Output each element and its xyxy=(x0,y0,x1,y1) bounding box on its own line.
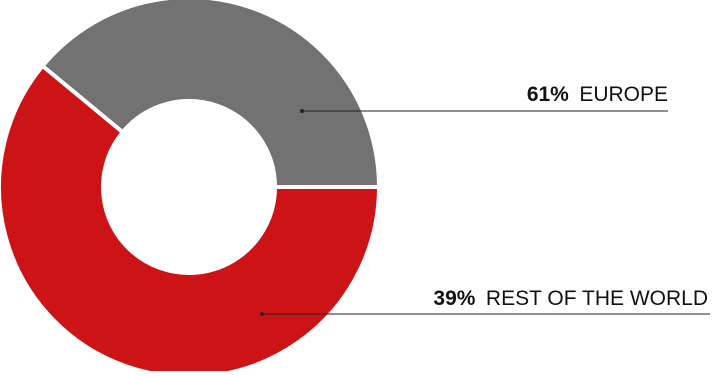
slice-name-rest-of-world: REST OF THE WORLD xyxy=(486,287,708,310)
slice-value-europe: 61% xyxy=(527,83,569,106)
slice-name-europe: EUROPE xyxy=(579,83,668,106)
slice-value-rest-of-world: 39% xyxy=(433,287,475,310)
callouts-group: 61% EUROPE 39% REST OF THE WORLD xyxy=(260,83,710,316)
leader-dot-rest-of-world xyxy=(260,312,264,316)
leader-dot-europe xyxy=(300,109,304,113)
donut-slice-europe xyxy=(0,63,382,376)
slice-label-europe: 61% EUROPE xyxy=(527,83,668,106)
slice-label-rest-of-world: 39% REST OF THE WORLD xyxy=(433,287,708,310)
slices-group xyxy=(0,0,382,376)
donut-slice-rest-of-the-world xyxy=(39,0,382,189)
